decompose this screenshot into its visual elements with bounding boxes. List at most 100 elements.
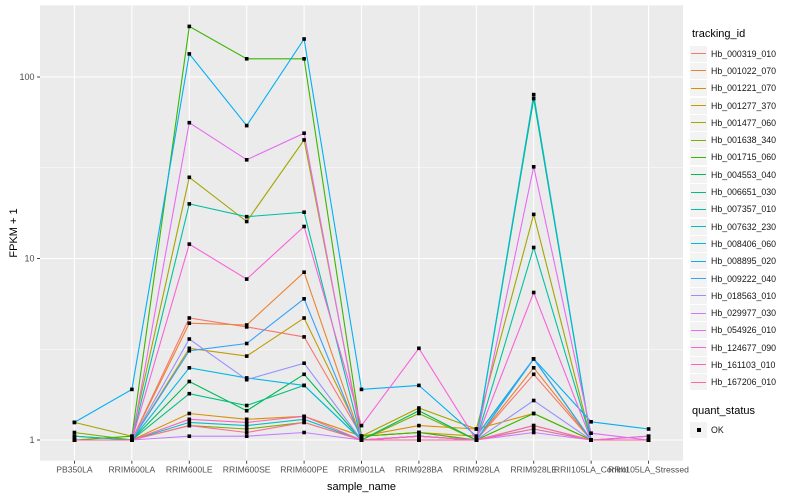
legend-item-label: Hb_001277_370 <box>711 100 777 111</box>
data-point <box>130 434 134 438</box>
x-tick-label: RRII105LA_Stressed <box>608 465 689 475</box>
data-point <box>531 212 536 217</box>
data-point <box>417 408 421 413</box>
legend-key <box>690 132 707 149</box>
data-point <box>302 430 306 435</box>
legend-color-line-icon <box>691 53 706 55</box>
data-point <box>187 391 192 396</box>
data-point <box>531 411 536 416</box>
legend-color-line-icon <box>691 156 706 158</box>
data-point <box>72 434 77 438</box>
legend-item-label: Hb_029977_030 <box>711 308 777 319</box>
legend-color-line-icon <box>691 329 706 331</box>
data-point <box>531 92 536 97</box>
data-point <box>187 346 192 351</box>
data-point <box>302 417 306 422</box>
data-point <box>531 96 536 101</box>
legend-item-Hb_008406_060: Hb_008406_060 <box>690 235 800 252</box>
legend-color-line-icon <box>691 139 706 141</box>
y-tick-label: 1 <box>29 435 34 445</box>
black-square-marker-icon <box>696 427 701 432</box>
legend-item-label: Hb_018563_010 <box>711 290 777 301</box>
legend-item-label: Hb_001022_070 <box>711 65 777 76</box>
x-tick-label: RRIM600LE <box>166 465 213 475</box>
legend-item-Hb_000319_010: Hb_000319_010 <box>690 45 800 62</box>
legend-item-label: Hb_007632_230 <box>711 221 777 232</box>
data-point <box>187 434 192 438</box>
legend-item-label: Hb_008406_060 <box>711 238 777 249</box>
data-point <box>531 245 536 250</box>
x-tick-label: RRIM901LA <box>338 465 385 475</box>
data-point <box>187 175 192 180</box>
data-point <box>302 131 306 135</box>
data-point <box>589 431 593 435</box>
legend-key <box>690 339 707 356</box>
legend-color-line-icon <box>691 70 706 72</box>
legend: tracking_id Hb_000319_010 Hb_001022_070 Hb… <box>690 28 800 438</box>
data-point <box>244 417 249 422</box>
legend-item-Hb_029977_030: Hb_029977_030 <box>690 304 800 322</box>
legend-item-label: Hb_007357_010 <box>711 204 777 215</box>
data-point <box>589 420 593 424</box>
legend-item-Hb_054926_010: Hb_054926_010 <box>690 322 800 339</box>
data-point <box>474 434 479 438</box>
data-point <box>244 323 249 327</box>
legend-key <box>690 80 707 97</box>
legend-item-label: Hb_001638_340 <box>711 135 777 146</box>
data-point <box>646 427 651 431</box>
data-point <box>187 337 192 341</box>
legend-key <box>690 97 707 114</box>
data-point <box>187 379 192 384</box>
x-tick-label: RRIM600LA <box>108 465 155 475</box>
data-point <box>417 406 421 410</box>
data-point <box>187 420 192 425</box>
legend-item-label: Hb_009222_040 <box>711 273 777 284</box>
data-point <box>244 158 249 162</box>
legend-key <box>690 356 707 373</box>
y-axis-title: FPKM + 1 <box>8 208 20 258</box>
data-point <box>244 325 249 329</box>
legend-item-label: Hb_054926_010 <box>711 325 777 336</box>
data-point <box>417 383 421 388</box>
data-point <box>302 57 306 61</box>
legend-key <box>690 62 707 79</box>
legend-item-Hb_161103_010: Hb_161103_010 <box>690 356 800 373</box>
x-tick-label: RRIM928LE <box>510 465 557 475</box>
legend-color-line-icon <box>691 381 706 383</box>
legend-color-line-icon <box>691 122 706 124</box>
legend-item-Hb_008895_020: Hb_008895_020 <box>690 253 800 270</box>
y-tick-label: 100 <box>19 72 34 82</box>
data-point <box>130 438 134 442</box>
x-tick-label: RRIM600SE <box>223 465 271 475</box>
legend-item-Hb_124677_090: Hb_124677_090 <box>690 339 800 356</box>
legend-key <box>690 45 707 62</box>
legend-color-line-icon <box>691 243 706 245</box>
legend-item-Hb_167206_010: Hb_167206_010 <box>690 374 800 391</box>
data-point <box>589 438 593 442</box>
data-point <box>474 427 479 431</box>
data-point <box>244 123 249 128</box>
legend-item-quant-ok: OK <box>690 421 800 438</box>
legend-item-label: Hb_000319_010 <box>711 48 777 59</box>
legend-key <box>690 253 707 270</box>
legend-item-Hb_001221_070: Hb_001221_070 <box>690 80 800 97</box>
legend-item-label: Hb_124677_090 <box>711 342 777 353</box>
legend-key <box>690 114 707 131</box>
legend-item-label: Hb_161103_010 <box>711 359 776 370</box>
data-point <box>359 438 364 442</box>
legend-key <box>690 287 707 304</box>
data-point <box>72 420 77 425</box>
data-point <box>302 224 306 229</box>
legend-color-line-icon <box>691 191 706 193</box>
data-point <box>244 408 249 413</box>
data-point <box>244 430 249 435</box>
legend-key <box>690 149 707 166</box>
data-point <box>302 270 306 274</box>
data-point <box>302 383 306 388</box>
data-point <box>302 297 306 301</box>
legend-item-Hb_001022_070: Hb_001022_070 <box>690 62 800 79</box>
legend-item-Hb_001638_340: Hb_001638_340 <box>690 131 800 149</box>
data-point <box>187 24 192 29</box>
data-point <box>244 57 249 61</box>
